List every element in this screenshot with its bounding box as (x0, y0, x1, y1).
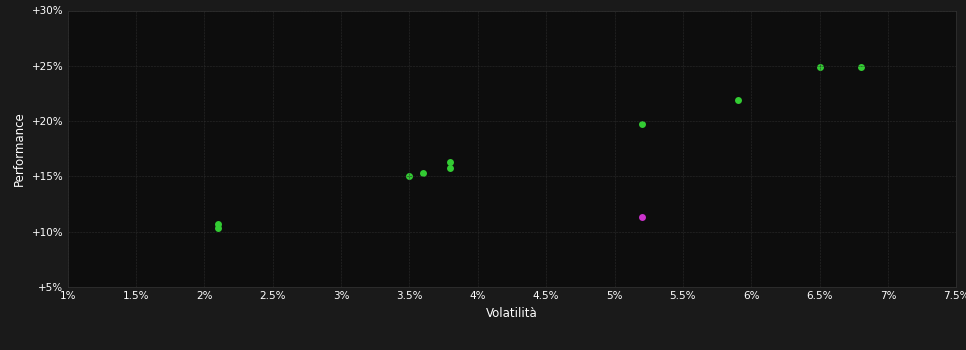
Y-axis label: Performance: Performance (14, 111, 26, 186)
X-axis label: Volatilità: Volatilità (486, 307, 538, 320)
